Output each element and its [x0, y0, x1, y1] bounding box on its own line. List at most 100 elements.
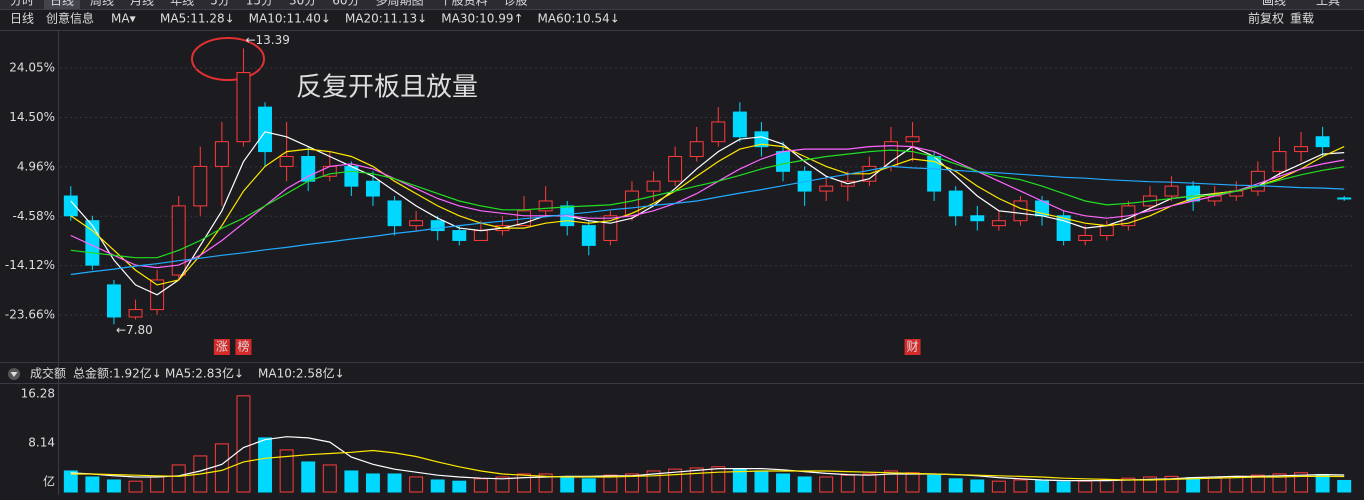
volume-title: 成交额	[30, 366, 66, 381]
legend-entry: MA10:2.58亿↓	[258, 366, 345, 381]
y-tick-label: 亿	[43, 474, 55, 489]
candle-body	[387, 200, 402, 227]
candle-body	[473, 230, 488, 241]
event-label[interactable]: 榜	[237, 339, 249, 354]
y-tick-label: 4.96%	[17, 159, 55, 173]
toolbar-tab[interactable]: 分时	[10, 0, 34, 8]
active-tab	[44, 0, 81, 9]
toolbar-tab[interactable]: 年线	[170, 0, 194, 8]
toolbar-tab[interactable]: 15分	[246, 0, 273, 8]
event-badge[interactable]	[904, 339, 921, 355]
toolbar	[0, 0, 1364, 9]
volume-bar	[819, 476, 834, 493]
volume-bar	[1315, 474, 1330, 493]
volume-bar	[1294, 472, 1309, 493]
toolbar-tool[interactable]: 工具	[1316, 0, 1340, 8]
legend-entry: MA60:10.54↓	[538, 12, 620, 26]
volume-bar	[1013, 479, 1028, 493]
ma-line	[70, 145, 1345, 269]
candle-body	[668, 156, 683, 182]
volume-bar	[1142, 476, 1157, 493]
period: 日线	[10, 12, 34, 26]
toolbar-tab[interactable]: 诊股	[504, 0, 528, 8]
y-tick-label: -14.12%	[5, 258, 55, 272]
candle-body	[624, 190, 639, 217]
y-tick-label: 16.28	[21, 387, 55, 401]
volume-bar	[171, 464, 186, 493]
volume-bar	[365, 473, 380, 493]
volume-bar	[387, 473, 402, 493]
candle-body	[711, 121, 726, 143]
toolbar-tab[interactable]: 多周期图	[376, 0, 424, 8]
candle-body	[991, 220, 1006, 227]
candle-body	[819, 185, 834, 192]
extreme-label: ←13.39	[245, 33, 289, 47]
volume-bar	[711, 466, 726, 493]
y-tick-label: -4.58%	[13, 209, 55, 223]
event-label[interactable]: 财	[907, 340, 919, 354]
volume-bar	[1186, 477, 1201, 493]
toolbar-tab[interactable]: 月线	[130, 0, 154, 8]
candle-body	[193, 165, 208, 207]
toolbar-tab[interactable]: 5分	[210, 0, 230, 8]
volume-bar	[63, 470, 78, 493]
volume-bar	[1121, 477, 1136, 493]
candle-body	[970, 215, 985, 222]
volume-bar	[495, 476, 510, 493]
volume-bar	[1250, 474, 1265, 493]
candle-body	[689, 141, 704, 158]
volume-bar	[517, 473, 532, 493]
volume-bar	[603, 474, 618, 493]
volume-bar	[1164, 475, 1179, 493]
candle-body	[301, 156, 316, 182]
candle-body	[365, 180, 380, 197]
candle-body	[214, 141, 229, 167]
candle-body	[409, 220, 424, 227]
volume-bar	[905, 472, 920, 493]
y-tick-label: 8.14	[28, 436, 55, 450]
ma-line	[70, 165, 1345, 276]
toolbar-tool[interactable]: 画线	[1262, 0, 1286, 8]
candle-body	[1250, 170, 1265, 192]
candle-body	[1337, 197, 1352, 200]
volume-bar	[430, 479, 445, 493]
volume-bar	[991, 480, 1006, 493]
toolbar-tab[interactable]: 个股资料	[440, 0, 488, 8]
volume-bar	[927, 474, 942, 493]
volume-bar	[948, 478, 963, 493]
toolbar-tab[interactable]: 60分	[332, 0, 359, 8]
volume-bar	[1056, 481, 1071, 493]
toolbar-tab[interactable]: 日线	[50, 0, 74, 8]
toolbar-tab[interactable]: 30分	[289, 0, 316, 8]
volume-bar	[689, 467, 704, 493]
option[interactable]: 前复权	[1248, 11, 1284, 26]
collapse-arrow	[10, 372, 18, 377]
legend-entry: MA30:10.99↑	[441, 12, 523, 26]
volume-bar	[409, 476, 424, 493]
volume-bar	[322, 464, 337, 493]
stock-name: 创意信息	[46, 11, 94, 26]
event-badge[interactable]	[235, 339, 252, 355]
legend-entry: MA5:2.83亿↓	[165, 366, 244, 381]
volume-bar	[301, 461, 316, 493]
option[interactable]: 重载	[1290, 12, 1314, 26]
extreme-label: ←7.80	[116, 323, 153, 337]
event-label[interactable]: 涨	[216, 339, 228, 354]
y-tick-label: 24.05%	[9, 61, 55, 75]
y-tick-label: 14.50%	[9, 110, 55, 124]
volume-bar	[85, 476, 100, 493]
volume-bar	[862, 473, 877, 493]
toolbar-tab[interactable]: 周线	[90, 0, 114, 8]
candle-body	[258, 106, 273, 153]
volume-bar	[106, 479, 121, 493]
event-badge[interactable]	[213, 339, 230, 355]
candle-body	[1013, 200, 1028, 222]
volume-bar	[581, 478, 596, 493]
legend-entry: MA5:11.28↓	[160, 12, 235, 26]
candle-body	[1294, 146, 1309, 153]
indicator-select[interactable]: MA▾	[111, 12, 136, 26]
candle-body	[430, 220, 445, 232]
volume-bar	[236, 395, 251, 493]
